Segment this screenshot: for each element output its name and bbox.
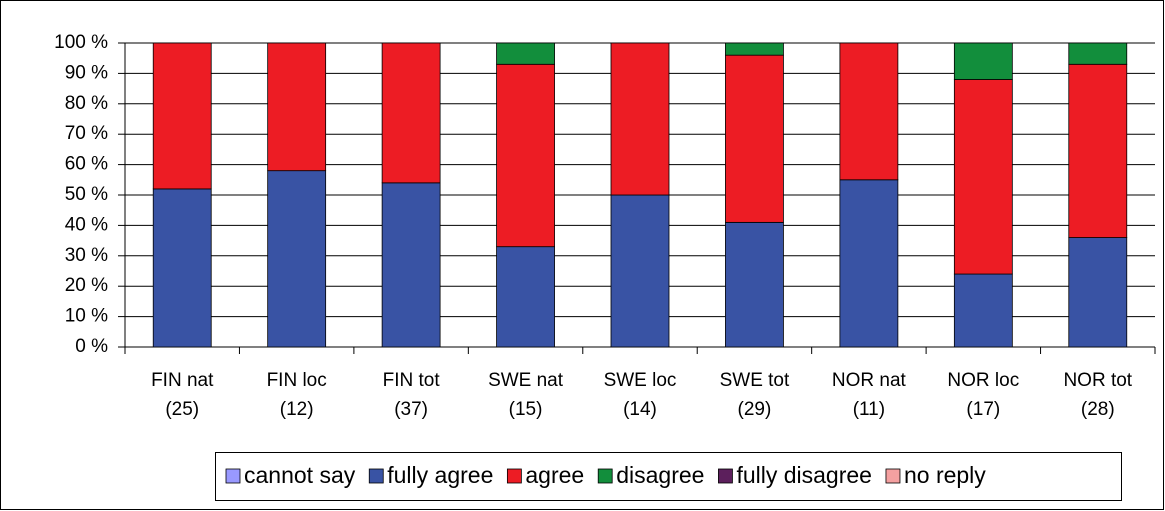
legend-label: no reply — [904, 462, 986, 488]
bar-segment — [381, 42, 441, 184]
bar-segment — [267, 170, 327, 348]
bar-segment — [839, 179, 899, 348]
x-tick-label: SWE nat — [488, 370, 564, 391]
bar-segment — [1068, 237, 1128, 348]
bar-segment — [839, 42, 899, 181]
y-tick-label: 20 % — [65, 275, 108, 296]
y-tick-label: 100 % — [54, 32, 108, 53]
legend-swatch — [597, 468, 613, 484]
x-tick-label: (25) — [165, 399, 199, 420]
legend-label: cannot say — [244, 462, 356, 488]
legend-swatch — [368, 468, 384, 484]
bar-segment — [610, 42, 670, 196]
y-tick-label: 30 % — [65, 245, 108, 266]
y-tick-label: 80 % — [65, 93, 108, 114]
x-tick-label: SWE loc — [604, 370, 677, 391]
legend-label: fully agree — [387, 462, 493, 488]
y-tick-label: 50 % — [65, 184, 108, 205]
x-tick-label: NOR tot — [1063, 370, 1132, 391]
legend-label: agree — [525, 462, 584, 488]
y-tick-label: 90 % — [65, 62, 108, 83]
x-tick-label: (15) — [509, 399, 543, 420]
legend-label: fully disagree — [736, 462, 872, 488]
y-tick-label: 10 % — [65, 306, 108, 327]
legend-swatch — [225, 468, 241, 484]
x-tick-label: FIN tot — [383, 370, 441, 391]
x-tick-label: (28) — [1081, 399, 1115, 420]
bar-segment — [496, 63, 555, 248]
bar-segment — [1068, 63, 1128, 238]
bar-segment — [381, 182, 441, 348]
legend-swatch — [718, 468, 733, 484]
bar-segment — [953, 42, 1013, 80]
y-tick-label: 0 % — [75, 336, 108, 357]
bar-segment — [725, 54, 784, 223]
x-tick-label: (14) — [623, 399, 657, 420]
x-tick-label: (12) — [280, 399, 314, 420]
legend-swatch — [885, 468, 901, 484]
bar-segment — [496, 42, 555, 65]
bar-segment — [267, 42, 327, 172]
bar-segment — [953, 79, 1013, 275]
bar-segment — [152, 188, 212, 348]
x-tick-label: (17) — [966, 399, 1000, 420]
legend-label: disagree — [616, 462, 704, 488]
bar-segment — [1068, 42, 1128, 65]
x-tick-label: (29) — [738, 399, 772, 420]
legend-box — [215, 452, 1122, 501]
y-tick-label: 60 % — [65, 154, 108, 175]
bar-segment — [610, 194, 670, 348]
x-tick-label: SWE tot — [720, 370, 790, 391]
bar-segment — [152, 42, 212, 190]
x-tick-label: (11) — [853, 399, 885, 420]
bar-segment — [725, 42, 784, 56]
y-tick-label: 70 % — [65, 123, 108, 144]
legend-swatch — [506, 468, 522, 484]
x-tick-label: FIN nat — [151, 370, 214, 391]
x-tick-label: NOR nat — [832, 370, 907, 391]
x-tick-label: (37) — [394, 399, 428, 420]
x-tick-label: FIN loc — [267, 370, 327, 391]
bar-segment — [725, 221, 784, 348]
y-tick-label: 40 % — [65, 214, 108, 235]
x-tick-label: NOR loc — [947, 370, 1019, 391]
bar-segment — [953, 273, 1013, 348]
bar-segment — [496, 246, 555, 348]
